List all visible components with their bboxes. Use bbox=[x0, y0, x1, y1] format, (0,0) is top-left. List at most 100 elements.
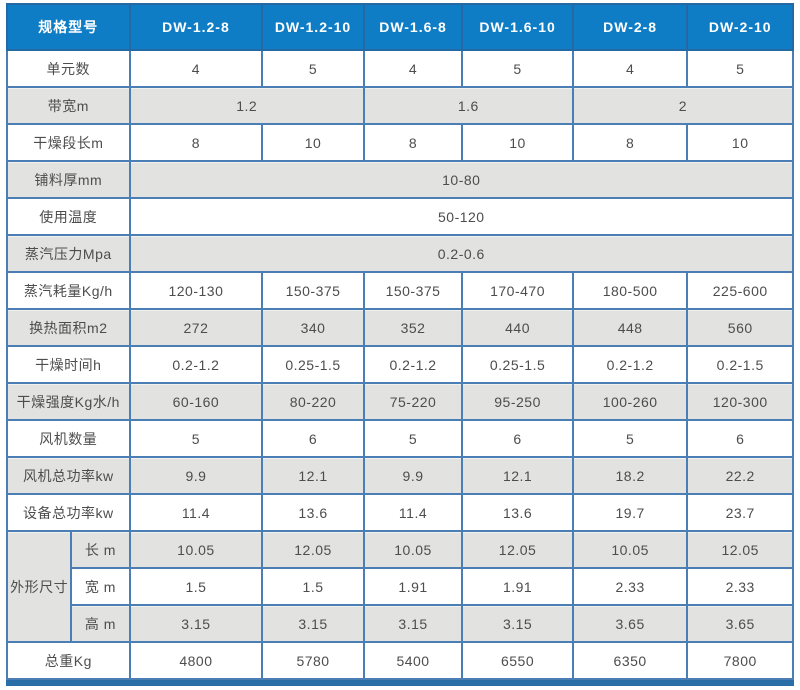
table-cell: 3.65 bbox=[686, 604, 794, 643]
table-cell: 5 bbox=[261, 49, 365, 88]
row-label: 单元数 bbox=[6, 49, 131, 88]
table-cell: 6 bbox=[461, 419, 574, 458]
table-row: 外形尺寸长 m 10.05 12.05 10.05 12.05 10.05 12.05 bbox=[5, 530, 794, 643]
table-cell: 6 bbox=[686, 419, 794, 458]
table-cell: 10 bbox=[261, 123, 365, 162]
table-row: 干燥强度Kg水/h 60-160 80-220 75-220 95-250 100-260… bbox=[6, 382, 794, 421]
table-cell: 19.7 bbox=[571, 493, 689, 532]
table-cell: 75-220 bbox=[362, 382, 464, 421]
table-cell: 1.91 bbox=[362, 567, 464, 606]
table-cell: 5 bbox=[571, 419, 689, 458]
table-row: 干燥段长m 8 10 8 10 8 10 bbox=[6, 123, 794, 162]
table-cell: 170-470 bbox=[461, 271, 574, 310]
table-cell: 10.05 bbox=[362, 530, 464, 569]
table-row: 设备总功率kw 11.4 13.6 11.4 13.6 19.7 23.7 bbox=[6, 493, 794, 532]
table-cell: 6350 bbox=[571, 641, 689, 680]
row-label: 干燥段长m bbox=[6, 123, 131, 162]
row-label: 带宽m bbox=[6, 86, 131, 125]
table-cell: 10 bbox=[686, 123, 794, 162]
table-cell: 150-375 bbox=[261, 271, 365, 310]
row-label: 干燥强度Kg水/h bbox=[6, 382, 131, 421]
column-header: DW-1.2-10 bbox=[261, 3, 365, 51]
table-cell: 1.5 bbox=[128, 567, 264, 606]
row-group-label: 外形尺寸 bbox=[5, 530, 73, 643]
column-header: DW-2-8 bbox=[571, 3, 689, 51]
table-row: 风机数量 5 6 5 6 5 6 bbox=[6, 419, 794, 458]
table-row: 使用温度 50-120 bbox=[6, 197, 795, 236]
table-cell: 8 bbox=[571, 123, 689, 162]
row-label: 换热面积m2 bbox=[6, 308, 131, 347]
table-cell: 11.4 bbox=[128, 493, 264, 532]
table-cell: 5 bbox=[686, 49, 794, 88]
table-cell: 0.25-1.5 bbox=[461, 345, 574, 384]
table-cell: 120-130 bbox=[128, 271, 264, 310]
table-cell: 0.2-1.2 bbox=[362, 345, 464, 384]
row-label: 使用温度 bbox=[6, 197, 131, 236]
table-cell: 448 bbox=[571, 308, 689, 347]
table-cell: 13.6 bbox=[461, 493, 574, 532]
row-sub-label: 长 m bbox=[70, 530, 131, 569]
table-cell: 225-600 bbox=[686, 271, 794, 310]
table-cell: 440 bbox=[461, 308, 574, 347]
table-cell: 5780 bbox=[261, 641, 365, 680]
table-cell: 5400 bbox=[362, 641, 464, 680]
table-cell: 5 bbox=[128, 419, 264, 458]
table-cell: 2.33 bbox=[686, 567, 794, 606]
table-cell: 5 bbox=[362, 419, 464, 458]
spec-table: 规格型号 DW-1.2-8 DW-1.2-10 DW-1.6-8 DW-1.6-10 D… bbox=[5, 3, 795, 680]
header-label: 规格型号 bbox=[6, 3, 131, 51]
table-cell: 120-300 bbox=[686, 382, 794, 421]
row-label: 干燥时间h bbox=[6, 345, 131, 384]
table-cell: 3.15 bbox=[461, 604, 574, 643]
table-cell: 352 bbox=[362, 308, 464, 347]
table-row: 蒸汽耗量Kg/h 120-130 150-375 150-375 170-470 180-… bbox=[6, 271, 794, 310]
table-cell: 1.5 bbox=[261, 567, 365, 606]
table-cell: 1.91 bbox=[461, 567, 574, 606]
table-row: 带宽m 1.2 1.6 2 bbox=[6, 86, 795, 125]
table-cell: 60-160 bbox=[128, 382, 264, 421]
table-row: 风机总功率kw 9.9 12.1 9.9 12.1 18.2 22.2 bbox=[6, 456, 794, 495]
header-row: 规格型号 DW-1.2-8 DW-1.2-10 DW-1.6-8 DW-1.6-10 D… bbox=[6, 3, 794, 51]
row-sub-label: 宽 m bbox=[70, 567, 131, 606]
table-cell: 12.05 bbox=[261, 530, 365, 569]
table-cell: 10 bbox=[461, 123, 574, 162]
table-cell: 12.1 bbox=[261, 456, 365, 495]
table-row: 蒸汽压力Mpa 0.2-0.6 bbox=[6, 234, 795, 273]
table-cell: 100-260 bbox=[571, 382, 689, 421]
table-row: 干燥时间h 0.2-1.2 0.25-1.5 0.2-1.2 0.25-1.5 0.2-1… bbox=[6, 345, 794, 384]
table-cell: 12.05 bbox=[461, 530, 574, 569]
column-header: DW-1.6-10 bbox=[461, 3, 574, 51]
table-cell: 0.2-1.2 bbox=[128, 345, 264, 384]
table-cell: 3.15 bbox=[128, 604, 264, 643]
table-cell: 7800 bbox=[686, 641, 794, 680]
table-cell: 2 bbox=[571, 86, 795, 125]
table-cell: 180-500 bbox=[571, 271, 689, 310]
table-cell: 6550 bbox=[461, 641, 574, 680]
table-cell: 0.2-1.2 bbox=[571, 345, 689, 384]
table-cell: 4 bbox=[571, 49, 689, 88]
table-cell: 8 bbox=[128, 123, 264, 162]
table-cell: 9.9 bbox=[362, 456, 464, 495]
table-cell: 0.2-1.5 bbox=[686, 345, 794, 384]
table-cell: 12.1 bbox=[461, 456, 574, 495]
table-cell: 340 bbox=[261, 308, 365, 347]
table-cell: 11.4 bbox=[362, 493, 464, 532]
table-row: 宽 m 1.5 1.5 1.91 1.91 2.33 2.33 bbox=[7, 567, 794, 606]
table-row: 总重Kg 4800 5780 5400 6550 6350 7800 bbox=[6, 641, 794, 680]
column-header: DW-1.2-8 bbox=[128, 3, 264, 51]
column-header: DW-2-10 bbox=[686, 3, 794, 51]
row-label: 铺料厚mm bbox=[6, 160, 131, 199]
table-row: 铺料厚mm 10-80 bbox=[6, 160, 795, 199]
row-label: 总重Kg bbox=[6, 641, 131, 680]
table-cell: 4800 bbox=[128, 641, 264, 680]
table-cell: 10.05 bbox=[571, 530, 689, 569]
table-cell: 10-80 bbox=[128, 160, 795, 199]
table-cell: 12.05 bbox=[686, 530, 794, 569]
table-cell: 6 bbox=[261, 419, 365, 458]
row-label: 蒸汽耗量Kg/h bbox=[6, 271, 131, 310]
table-row: 高 m 3.15 3.15 3.15 3.15 3.65 3.65 bbox=[7, 604, 794, 643]
table-cell: 4 bbox=[128, 49, 264, 88]
table-cell: 3.65 bbox=[571, 604, 689, 643]
table-cell: 2.33 bbox=[571, 567, 689, 606]
